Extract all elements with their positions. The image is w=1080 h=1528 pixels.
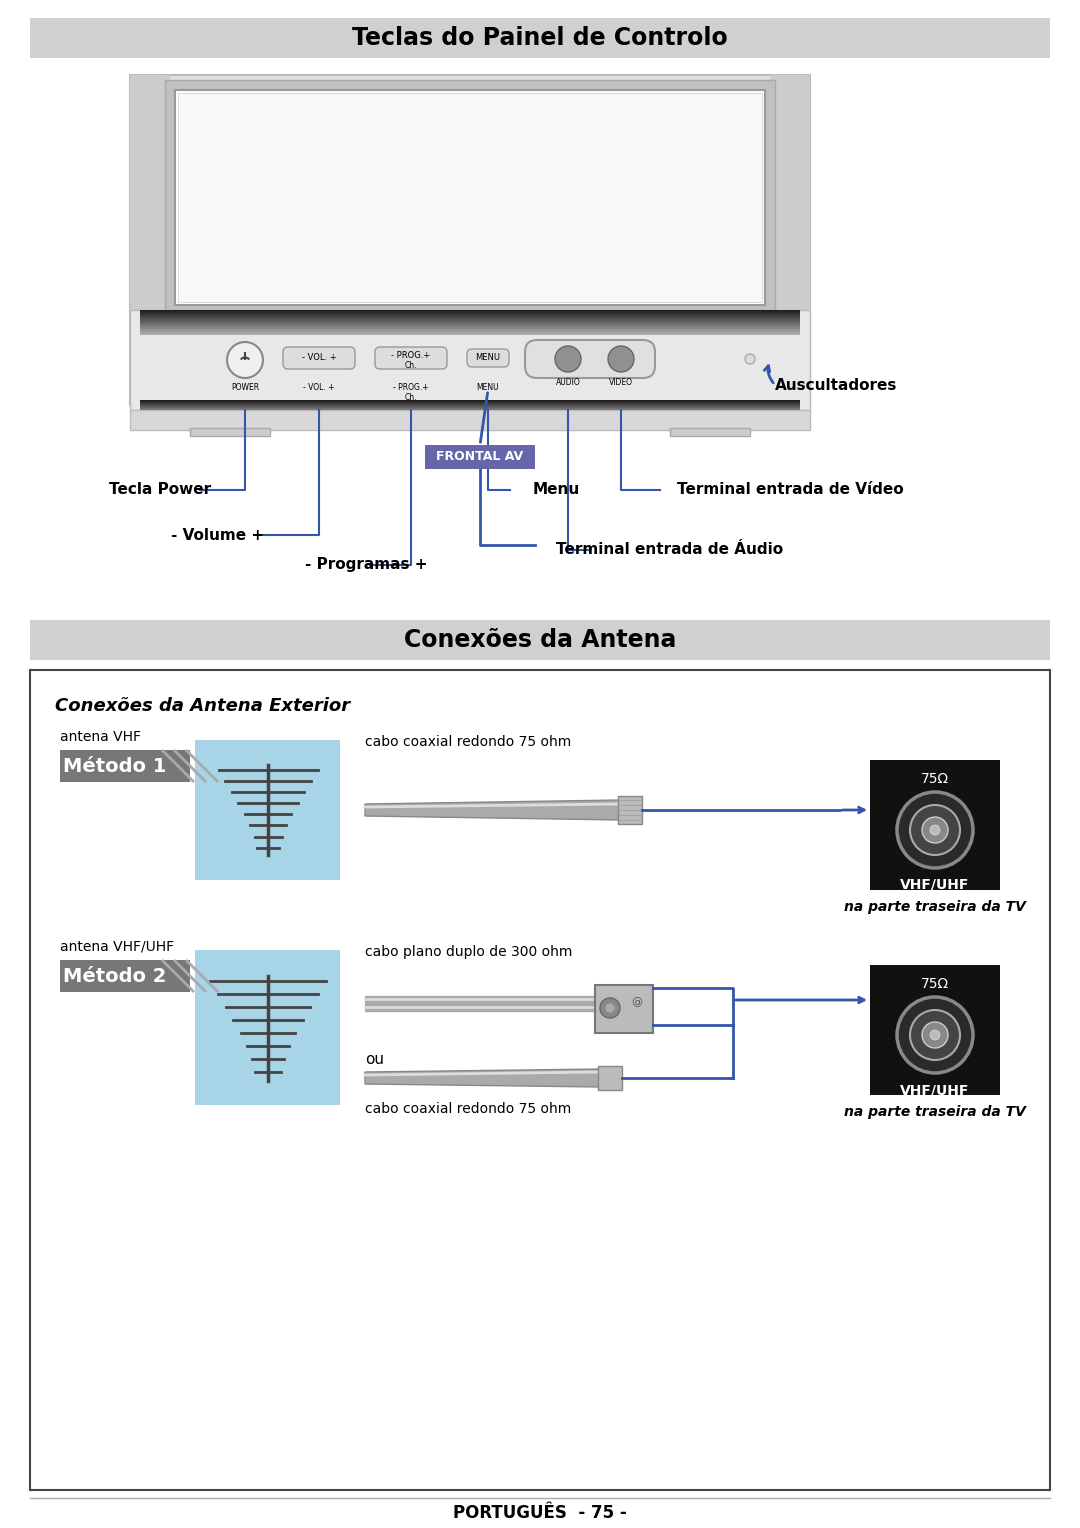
Circle shape: [910, 1010, 960, 1060]
Text: cabo coaxial redondo 75 ohm: cabo coaxial redondo 75 ohm: [365, 1102, 571, 1115]
Bar: [195, 950, 340, 1105]
Bar: [130, 75, 170, 405]
Bar: [175, 90, 765, 306]
Text: cabo plano duplo de 300 ohm: cabo plano duplo de 300 ohm: [365, 944, 572, 960]
Text: MENU: MENU: [476, 384, 499, 393]
Text: - PROG.+: - PROG.+: [391, 351, 431, 361]
Text: @: @: [632, 996, 643, 1007]
Circle shape: [605, 1002, 615, 1013]
Text: 75Ω: 75Ω: [921, 976, 949, 992]
Text: na parte traseira da TV: na parte traseira da TV: [845, 1105, 1026, 1118]
Polygon shape: [365, 801, 620, 821]
Bar: [60, 960, 190, 992]
Text: Terminal entrada de Vídeo: Terminal entrada de Vídeo: [677, 483, 903, 498]
Text: - Volume +: - Volume +: [172, 527, 265, 542]
Circle shape: [608, 345, 634, 371]
Circle shape: [555, 345, 581, 371]
Text: Auscultadores: Auscultadores: [775, 377, 897, 393]
Bar: [60, 750, 190, 782]
Bar: [165, 79, 775, 310]
Bar: [140, 335, 800, 400]
Text: Terminal entrada de Áudio: Terminal entrada de Áudio: [556, 542, 784, 558]
Text: Método 1: Método 1: [64, 756, 166, 776]
Bar: [30, 620, 1050, 660]
Circle shape: [600, 998, 620, 1018]
Bar: [870, 759, 1000, 889]
Bar: [30, 18, 1050, 58]
Text: na parte traseira da TV: na parte traseira da TV: [845, 900, 1026, 914]
Text: VIDEO: VIDEO: [609, 377, 633, 387]
Text: Método 2: Método 2: [64, 967, 166, 986]
Text: PORTUGUÊS  - 75 -: PORTUGUÊS - 75 -: [454, 1504, 626, 1522]
Bar: [195, 740, 340, 880]
Bar: [130, 310, 810, 410]
Text: - Programas +: - Programas +: [305, 558, 428, 573]
Bar: [670, 428, 750, 435]
Bar: [595, 986, 653, 1033]
Circle shape: [930, 825, 940, 834]
Circle shape: [922, 817, 948, 843]
FancyBboxPatch shape: [283, 347, 355, 368]
Text: FRONTAL AV: FRONTAL AV: [436, 451, 524, 463]
Circle shape: [910, 805, 960, 856]
Text: VHF/UHF: VHF/UHF: [901, 879, 970, 892]
Bar: [130, 75, 810, 405]
Bar: [178, 93, 762, 303]
Text: antena VHF: antena VHF: [60, 730, 141, 744]
Text: Menu: Menu: [532, 483, 580, 498]
Text: - VOL. +: - VOL. +: [303, 384, 335, 393]
Text: POWER: POWER: [231, 384, 259, 393]
Circle shape: [897, 792, 973, 868]
Circle shape: [227, 342, 264, 377]
Circle shape: [745, 354, 755, 364]
Text: - VOL. +: - VOL. +: [301, 353, 336, 362]
Text: Conexões da Antena: Conexões da Antena: [404, 628, 676, 652]
Text: antena VHF/UHF: antena VHF/UHF: [60, 940, 174, 953]
Bar: [598, 1067, 622, 1089]
Bar: [130, 410, 810, 429]
Text: - PROG.+
Ch.: - PROG.+ Ch.: [393, 384, 429, 402]
Text: Tecla Power: Tecla Power: [109, 483, 211, 498]
Text: cabo coaxial redondo 75 ohm: cabo coaxial redondo 75 ohm: [365, 735, 571, 749]
Bar: [770, 75, 810, 405]
FancyBboxPatch shape: [467, 348, 509, 367]
Bar: [618, 796, 642, 824]
Text: VHF/UHF: VHF/UHF: [901, 1083, 970, 1097]
Circle shape: [897, 996, 973, 1073]
Text: 75Ω: 75Ω: [921, 772, 949, 785]
FancyBboxPatch shape: [525, 341, 654, 377]
Polygon shape: [365, 1070, 600, 1086]
Circle shape: [922, 1022, 948, 1048]
Circle shape: [930, 1030, 940, 1041]
Text: Teclas do Painel de Controlo: Teclas do Painel de Controlo: [352, 26, 728, 50]
Text: Ch.: Ch.: [405, 362, 417, 370]
Text: AUDIO: AUDIO: [555, 377, 580, 387]
Bar: [190, 428, 270, 435]
Text: ou: ou: [365, 1051, 384, 1067]
Bar: [426, 445, 535, 469]
FancyBboxPatch shape: [375, 347, 447, 368]
Bar: [870, 966, 1000, 1096]
Text: MENU: MENU: [475, 353, 500, 362]
Bar: [30, 669, 1050, 1490]
Text: Conexões da Antena Exterior: Conexões da Antena Exterior: [55, 697, 350, 715]
